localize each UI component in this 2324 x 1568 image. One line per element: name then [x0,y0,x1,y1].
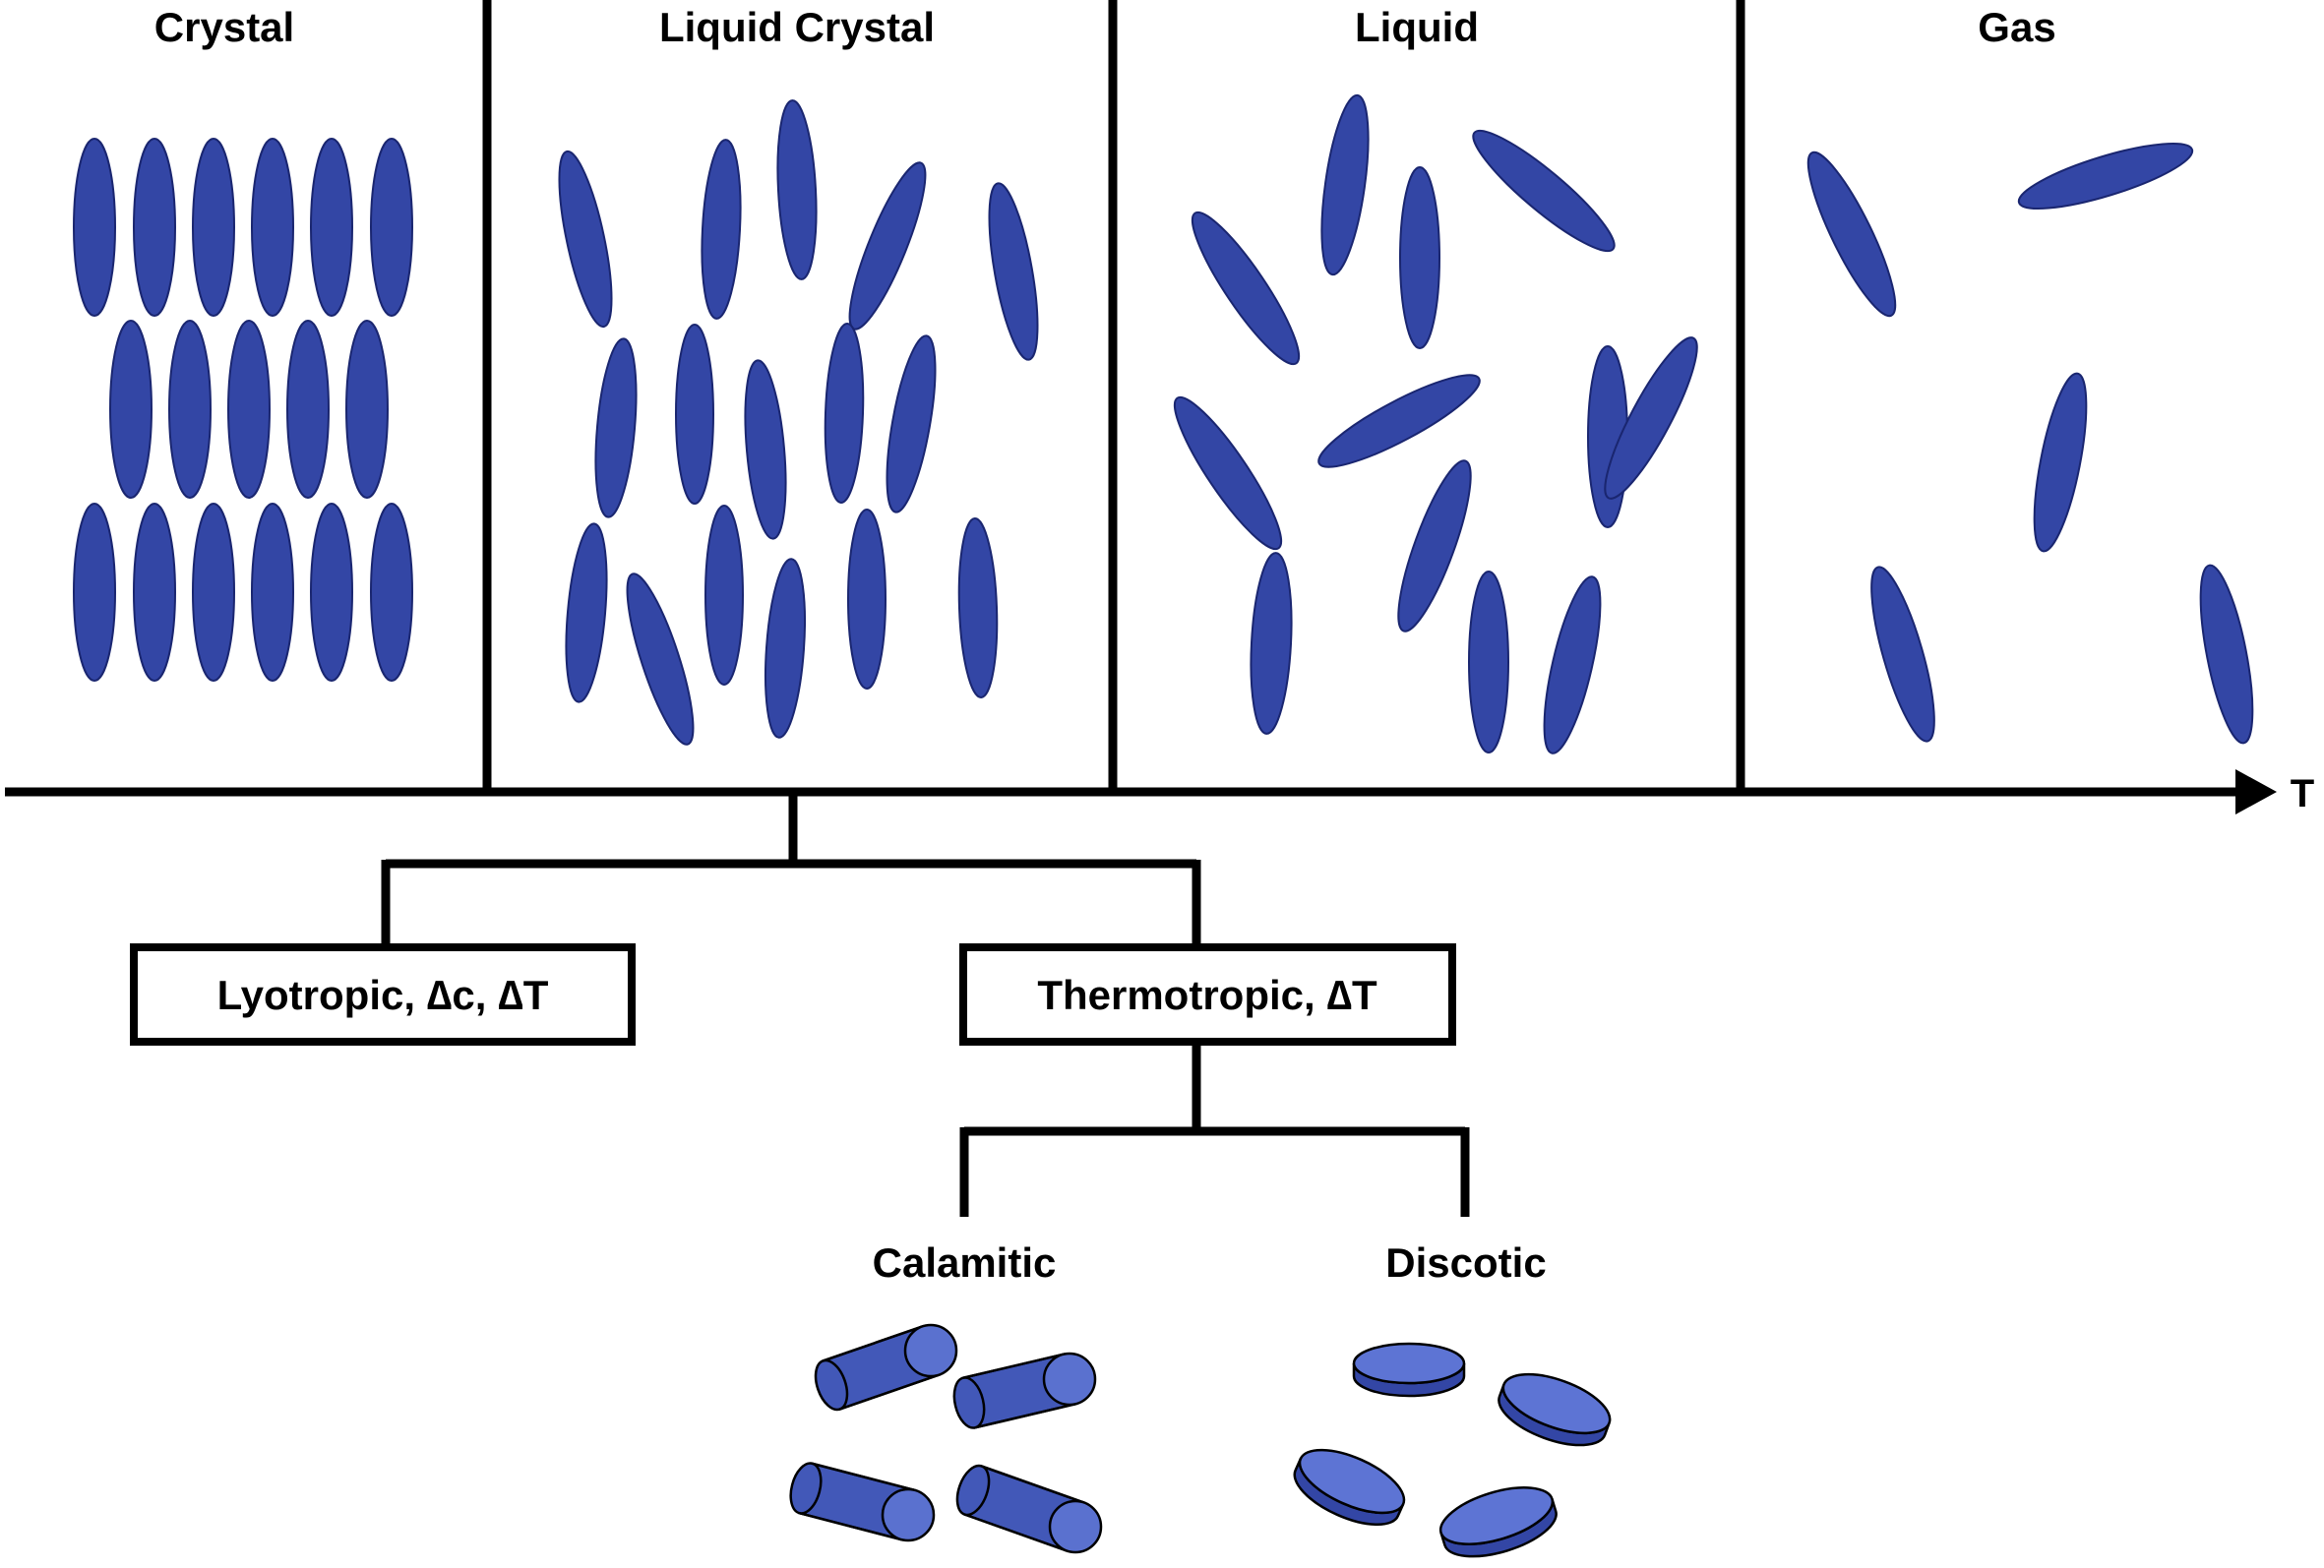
molecule [109,320,153,499]
molecule [1320,93,1370,276]
calamitic-label: Calamitic [873,1239,1057,1286]
gas-molecules [1806,142,2254,745]
molecule [957,517,999,698]
molecule [847,509,887,690]
discotic-discs [1293,1342,1612,1558]
calamitic-rod [952,1352,1097,1429]
calamitic-rod [814,1323,958,1412]
thermotropic-label: Thermotropic, ∆T [1037,972,1377,1018]
molecule [1191,211,1301,366]
molecule [1399,166,1440,349]
molecule [192,138,235,317]
molecule [133,138,176,317]
molecule [886,334,937,513]
molecule [988,182,1039,361]
molecule [776,99,818,280]
calamitic-rod [789,1462,936,1542]
tree-connector [381,793,1201,947]
molecule [594,337,638,518]
molecule [1173,395,1283,551]
molecule [1468,571,1509,754]
axis-label: T [2291,772,2314,815]
molecule [675,324,714,505]
phase-label-liquid-crystal: Liquid Crystal [659,4,935,50]
molecule [370,138,413,317]
molecule [2033,372,2088,553]
thermotropic-box [959,943,1456,1046]
discotic-label: Discotic [1385,1239,1546,1286]
liquid-crystal-molecules [558,99,1039,746]
molecule [73,138,116,317]
molecule [626,573,695,746]
molecule [370,503,413,682]
liquid-molecules [1173,93,1698,754]
molecule [2199,564,2254,745]
molecule [764,558,806,739]
calamitic-rods [789,1323,1103,1554]
calamitic-rod [955,1464,1103,1554]
molecule [73,503,116,682]
molecule [704,505,744,686]
discotic-disc [1352,1342,1466,1398]
phase-label-gas: Gas [1978,4,2055,50]
molecule [558,150,613,329]
molecule [192,503,235,682]
lyotropic-box [130,943,636,1046]
molecule [2017,142,2194,211]
molecule [824,323,865,504]
molecule [1317,374,1481,468]
discotic-disc [1438,1486,1558,1558]
discotic-disc [1498,1372,1612,1447]
molecule [1604,336,1698,500]
molecule [701,139,742,320]
discotic-disc [1293,1448,1406,1527]
molecule [1472,129,1616,253]
molecule [310,138,353,317]
molecule [133,503,176,682]
axis-arrowhead-icon [2235,769,2277,814]
molecule [1397,459,1472,633]
crystal-molecules [73,138,413,682]
molecule [251,138,294,317]
molecule [227,320,271,499]
molecule [310,503,353,682]
molecule [848,161,927,331]
molecule [1250,552,1293,735]
tree-connector [959,1042,1470,1217]
molecule [251,503,294,682]
molecule [565,522,608,703]
molecule [744,359,787,540]
molecule [1806,151,1897,318]
phase-label-liquid: Liquid [1355,4,1479,50]
lyotropic-label: Lyotropic, ∆c, ∆T [217,972,549,1018]
phase-label-crystal: Crystal [154,4,294,50]
molecule [1543,575,1602,754]
molecule [168,320,212,499]
molecule [345,320,389,499]
molecule [286,320,330,499]
molecule [1870,566,1935,743]
